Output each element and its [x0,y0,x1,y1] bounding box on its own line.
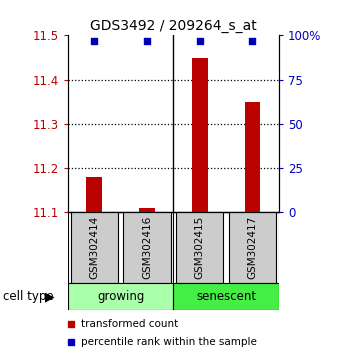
Bar [68,321,74,327]
Text: GSM302415: GSM302415 [195,216,205,279]
Text: percentile rank within the sample: percentile rank within the sample [81,337,257,347]
Bar [244,102,260,212]
Text: senescent: senescent [196,290,256,303]
Bar [68,339,74,345]
Bar [123,212,171,283]
Bar [173,283,279,310]
Point [144,38,150,44]
Bar [68,283,173,310]
Text: GSM302414: GSM302414 [89,216,99,279]
Bar [192,57,208,212]
Text: cell type: cell type [3,290,54,303]
Bar [176,212,223,283]
Point [91,38,97,44]
Bar [71,212,118,283]
Bar [229,212,276,283]
Text: growing: growing [97,290,144,303]
Text: transformed count: transformed count [81,319,178,329]
Point [250,38,255,44]
Text: GSM302416: GSM302416 [142,216,152,279]
Title: GDS3492 / 209264_s_at: GDS3492 / 209264_s_at [90,19,257,33]
Text: GSM302417: GSM302417 [248,216,257,279]
Point [197,38,203,44]
Bar [139,208,155,212]
Text: ▶: ▶ [45,290,54,303]
Bar [86,177,102,212]
